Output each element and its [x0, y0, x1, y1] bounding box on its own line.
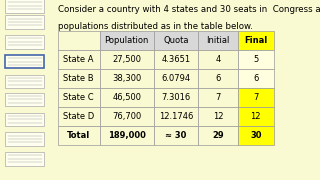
Bar [154, 126, 198, 145]
Text: 5: 5 [253, 55, 259, 64]
Text: State C: State C [63, 93, 94, 102]
Bar [198, 69, 237, 88]
Bar [58, 107, 100, 126]
Bar [100, 88, 154, 107]
Text: 38,300: 38,300 [112, 74, 141, 83]
Bar [198, 50, 237, 69]
Bar [100, 107, 154, 126]
Bar [198, 126, 237, 145]
Text: 6: 6 [253, 74, 259, 83]
Bar [5, 0, 44, 13]
Bar [237, 69, 274, 88]
Bar [154, 69, 198, 88]
Text: 12: 12 [251, 112, 261, 121]
Text: 30: 30 [250, 131, 261, 140]
Bar [237, 126, 274, 145]
Text: 12: 12 [213, 112, 223, 121]
Text: 7: 7 [215, 93, 220, 102]
Bar [198, 88, 237, 107]
Bar [5, 112, 44, 126]
Text: State D: State D [63, 112, 94, 121]
Text: Population: Population [104, 36, 149, 45]
Bar [58, 31, 100, 50]
Text: 12.1746: 12.1746 [159, 112, 193, 121]
Bar [58, 126, 100, 145]
Bar [237, 88, 274, 107]
Text: Consider a country with 4 states and 30 seats in  Congress and: Consider a country with 4 states and 30 … [58, 5, 320, 14]
Text: 6: 6 [215, 74, 220, 83]
Bar [100, 50, 154, 69]
Bar [5, 75, 44, 88]
Bar [100, 31, 154, 50]
Text: ≈ 30: ≈ 30 [165, 131, 187, 140]
Text: 76,700: 76,700 [112, 112, 141, 121]
Bar [58, 50, 100, 69]
Text: State B: State B [63, 74, 94, 83]
Text: 189,000: 189,000 [108, 131, 146, 140]
Text: 27,500: 27,500 [112, 55, 141, 64]
Text: Total: Total [67, 131, 90, 140]
Bar [5, 152, 44, 166]
Text: 6.0794: 6.0794 [162, 74, 191, 83]
Text: 29: 29 [212, 131, 224, 140]
Text: 7: 7 [253, 93, 259, 102]
Bar [154, 88, 198, 107]
Text: 46,500: 46,500 [112, 93, 141, 102]
Bar [237, 107, 274, 126]
Text: Quota: Quota [163, 36, 189, 45]
Bar [5, 35, 44, 49]
Bar [58, 69, 100, 88]
Text: 4: 4 [215, 55, 220, 64]
Bar [237, 50, 274, 69]
Text: Initial: Initial [206, 36, 230, 45]
Text: Final: Final [244, 36, 268, 45]
Bar [58, 88, 100, 107]
Text: 7.3016: 7.3016 [161, 93, 191, 102]
Bar [154, 50, 198, 69]
Bar [237, 31, 274, 50]
Bar [100, 126, 154, 145]
Bar [198, 107, 237, 126]
Bar [100, 69, 154, 88]
Bar [5, 132, 44, 146]
Bar [5, 55, 44, 68]
Bar [5, 93, 44, 106]
Text: 4.3651: 4.3651 [162, 55, 191, 64]
Bar [198, 31, 237, 50]
Text: State A: State A [63, 55, 94, 64]
Text: populations distributed as in the table below.: populations distributed as in the table … [58, 22, 252, 31]
Bar [154, 31, 198, 50]
Bar [154, 107, 198, 126]
Bar [5, 15, 44, 29]
